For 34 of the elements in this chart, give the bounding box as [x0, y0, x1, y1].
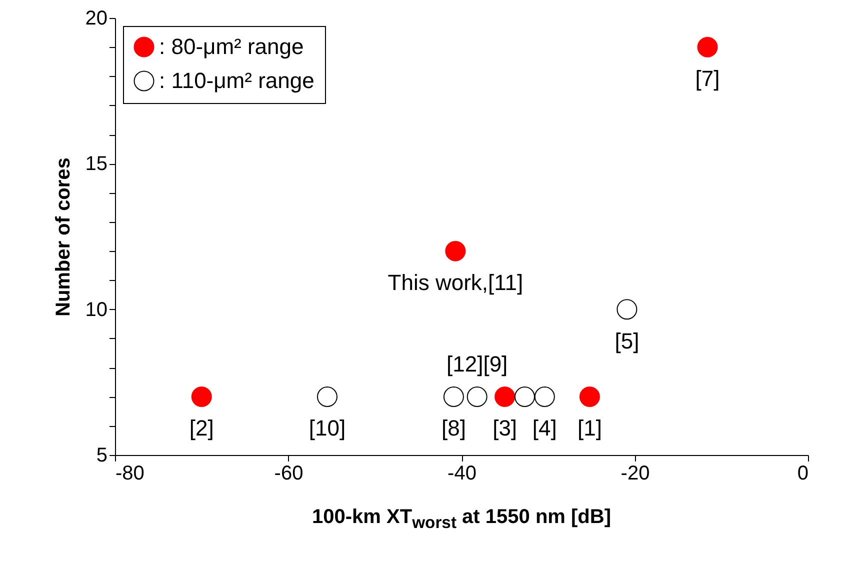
annotation: [5]	[614, 328, 640, 354]
annotation: [10]	[308, 416, 346, 441]
annotation: [8]	[441, 416, 466, 441]
y-tick-label: 15	[85, 153, 108, 176]
point	[466, 386, 488, 407]
point	[697, 36, 718, 58]
legend-label: : 110-μm² range	[159, 68, 314, 93]
annotation: [1]	[577, 416, 602, 441]
annotation: [4]	[532, 416, 557, 441]
x-tick-label: -80	[116, 462, 144, 484]
annotation: [7]	[695, 66, 720, 92]
x-tick-label: 0	[797, 462, 808, 484]
point	[534, 386, 555, 407]
y-tick-label: 10	[85, 298, 108, 321]
x-tick-label: -20	[620, 462, 650, 484]
annotation: [2]	[189, 416, 214, 441]
x-tick-label: -40	[448, 462, 476, 484]
point	[445, 240, 466, 262]
point	[579, 386, 600, 407]
point	[514, 386, 535, 407]
annotation: This work,[11]	[388, 270, 524, 296]
x-axis-title: 100-km XT$_{worst}$ at 1550 nm [dB]	[311, 506, 612, 533]
point	[494, 386, 516, 407]
point	[316, 386, 338, 407]
legend-label: : 80-μm² range	[159, 34, 304, 59]
point	[191, 386, 212, 407]
point	[443, 386, 464, 407]
annotation: [12][9]	[446, 352, 508, 377]
annotation: [3]	[492, 416, 518, 441]
x-tick-label: -60	[274, 462, 304, 484]
y-axis-title: Number of cores	[52, 158, 74, 316]
y-tick-label: 20	[85, 8, 108, 30]
point	[616, 299, 638, 320]
y-tick-label: 5	[96, 444, 108, 466]
